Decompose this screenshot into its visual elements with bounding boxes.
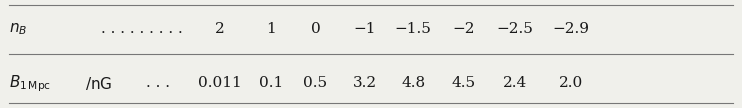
Text: 2.4: 2.4 bbox=[503, 76, 528, 91]
Text: 2.0: 2.0 bbox=[559, 76, 582, 91]
Text: 3.2: 3.2 bbox=[353, 76, 377, 91]
Text: 0.011: 0.011 bbox=[197, 76, 241, 91]
Text: −2: −2 bbox=[452, 22, 475, 36]
Text: 0.5: 0.5 bbox=[303, 76, 328, 91]
Text: 4.5: 4.5 bbox=[451, 76, 476, 91]
Text: $n_B$: $n_B$ bbox=[9, 21, 27, 37]
Text: $B_{1\,\mathrm{Mpc}}$: $B_{1\,\mathrm{Mpc}}$ bbox=[9, 73, 51, 94]
Text: −1: −1 bbox=[354, 22, 376, 36]
Text: 1: 1 bbox=[266, 22, 276, 36]
Text: 0.1: 0.1 bbox=[259, 76, 283, 91]
Text: . . .: . . . bbox=[145, 76, 169, 91]
Text: −2.5: −2.5 bbox=[496, 22, 533, 36]
Text: −1.5: −1.5 bbox=[395, 22, 432, 36]
Text: −2.9: −2.9 bbox=[552, 22, 589, 36]
Text: . . . . . . . . .: . . . . . . . . . bbox=[101, 22, 183, 36]
Text: 2: 2 bbox=[214, 22, 224, 36]
Text: $\mathrm{/nG}$: $\mathrm{/nG}$ bbox=[85, 75, 112, 92]
Text: 0: 0 bbox=[311, 22, 321, 36]
Text: 4.8: 4.8 bbox=[401, 76, 425, 91]
